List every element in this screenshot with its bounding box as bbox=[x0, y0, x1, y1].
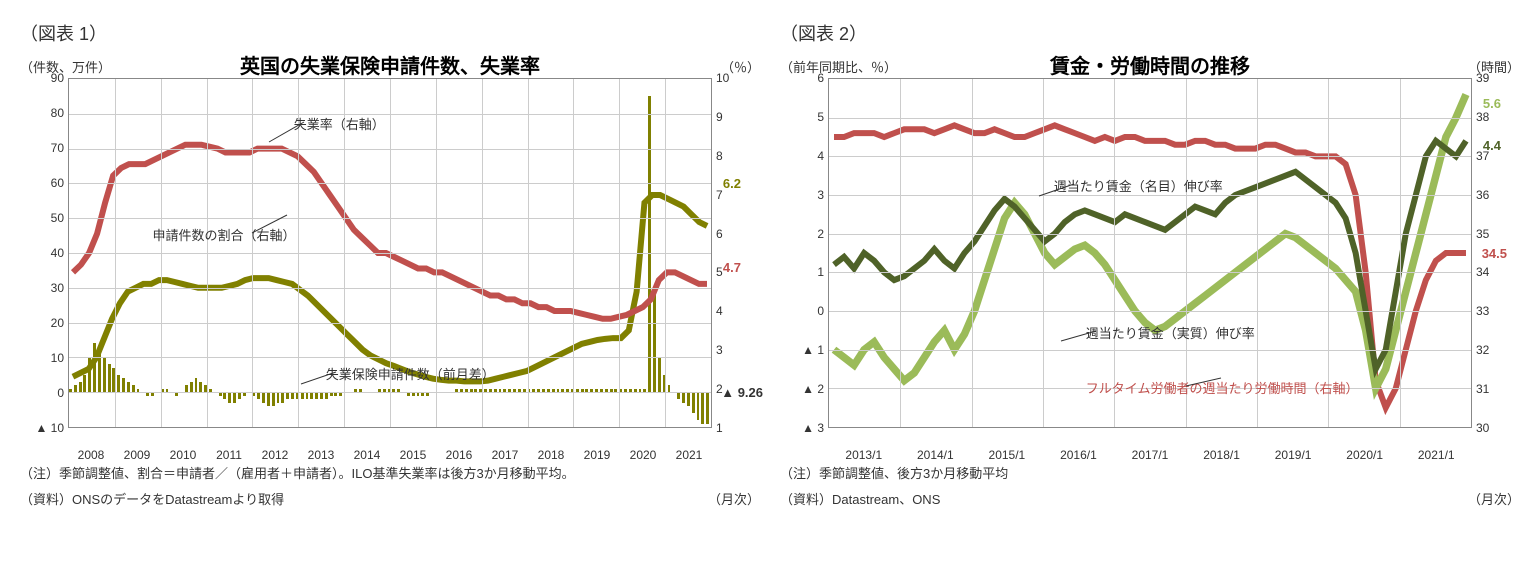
chart1-x-unit: （月次） bbox=[708, 490, 760, 510]
y-left-tick: ▲ 2 bbox=[780, 382, 824, 396]
y-right-tick: 34 bbox=[1476, 265, 1520, 279]
x-tick: 2009 bbox=[124, 448, 151, 462]
y-left-tick: 5 bbox=[780, 110, 824, 124]
annotation: フルタイム労働者の週当たり労働時間（右軸） bbox=[1086, 378, 1359, 397]
y-right-tick: 33 bbox=[1476, 304, 1520, 318]
y-left-tick: 20 bbox=[20, 316, 64, 330]
chart2-x-unit: （月次） bbox=[1468, 490, 1520, 510]
annotation: 失業保険申請件数（前月差） bbox=[326, 364, 495, 383]
x-tick: 2021/1 bbox=[1418, 448, 1455, 462]
chart1-panel: （図表 1） 英国の失業保険申請件数、失業率 （件数、万件） （％） 90807… bbox=[20, 20, 760, 509]
y-left-tick: 40 bbox=[20, 246, 64, 260]
x-tick: 2013 bbox=[308, 448, 335, 462]
y-left-tick: 70 bbox=[20, 141, 64, 155]
x-tick: 2016/1 bbox=[1060, 448, 1097, 462]
x-tick: 2021 bbox=[676, 448, 703, 462]
y-right-tick: 1 bbox=[716, 421, 760, 435]
y-right-tick: 35 bbox=[1476, 227, 1520, 241]
annotation: 週当たり賃金（実質）伸び率 bbox=[1086, 323, 1255, 342]
y-right-tick: 36 bbox=[1476, 188, 1520, 202]
x-tick: 2014/1 bbox=[917, 448, 954, 462]
end-label: 34.5 bbox=[1482, 246, 1507, 261]
y-right-tick: 39 bbox=[1476, 71, 1520, 85]
chart1-note1: （注）季節調整値、割合＝申請者／（雇用者＋申請者）。ILO基準失業率は後方3か月… bbox=[20, 464, 760, 484]
y-left-tick: 80 bbox=[20, 106, 64, 120]
chart2-plot-area: 6543210▲ 1▲ 2▲ 3 39383736353433323130 週当… bbox=[780, 78, 1520, 458]
chart1-fig-label: （図表 1） bbox=[20, 20, 760, 46]
x-tick: 2013/1 bbox=[845, 448, 882, 462]
x-tick: 2015 bbox=[400, 448, 427, 462]
y-left-tick: 4 bbox=[780, 149, 824, 163]
y-right-tick: 32 bbox=[1476, 343, 1520, 357]
x-tick: 2011 bbox=[216, 448, 242, 462]
y-left-tick: 90 bbox=[20, 71, 64, 85]
x-tick: 2018 bbox=[538, 448, 565, 462]
chart2-note1: （注）季節調整値、後方3か月移動平均 bbox=[780, 464, 1520, 484]
end-label: 4.7 bbox=[723, 260, 741, 275]
y-left-tick: 2 bbox=[780, 227, 824, 241]
annotation: 申請件数の割合（右軸） bbox=[152, 225, 295, 244]
end-label: 5.6 bbox=[1483, 96, 1501, 111]
x-tick: 2020 bbox=[630, 448, 657, 462]
annotation: 失業率（右軸） bbox=[294, 114, 385, 133]
end-label: ▲ 9.26 bbox=[721, 385, 763, 400]
chart2-fig-label: （図表 2） bbox=[780, 20, 1520, 46]
chart1-note2: （資料）ONSのデータをDatastreamより取得 bbox=[20, 490, 284, 510]
annotation: 週当たり賃金（名目）伸び率 bbox=[1054, 176, 1223, 195]
x-tick: 2017 bbox=[492, 448, 519, 462]
y-left-tick: 6 bbox=[780, 71, 824, 85]
x-tick: 2019/1 bbox=[1275, 448, 1312, 462]
y-left-tick: 3 bbox=[780, 188, 824, 202]
y-left-tick: 0 bbox=[780, 304, 824, 318]
x-tick: 2017/1 bbox=[1132, 448, 1169, 462]
x-tick: 2018/1 bbox=[1203, 448, 1240, 462]
end-label: 4.4 bbox=[1483, 138, 1501, 153]
y-right-tick: 31 bbox=[1476, 382, 1520, 396]
y-left-tick: 60 bbox=[20, 176, 64, 190]
x-tick: 2014 bbox=[354, 448, 381, 462]
chart1-plot-area: 9080706050403020100▲ 10 10987654321 失業率（… bbox=[20, 78, 760, 458]
y-left-tick: ▲ 10 bbox=[20, 421, 64, 435]
y-left-tick: 30 bbox=[20, 281, 64, 295]
y-right-tick: 30 bbox=[1476, 421, 1520, 435]
y-right-tick: 3 bbox=[716, 343, 760, 357]
y-right-tick: 6 bbox=[716, 227, 760, 241]
x-tick: 2020/1 bbox=[1346, 448, 1383, 462]
chart2-panel: （図表 2） 賃金・労働時間の推移 （前年同期比、％） （時間） 6543210… bbox=[780, 20, 1520, 509]
x-tick: 2010 bbox=[170, 448, 197, 462]
y-right-tick: 9 bbox=[716, 110, 760, 124]
x-tick: 2008 bbox=[78, 448, 105, 462]
y-right-tick: 8 bbox=[716, 149, 760, 163]
end-label: 6.2 bbox=[723, 176, 741, 191]
y-left-tick: 1 bbox=[780, 265, 824, 279]
y-right-tick: 38 bbox=[1476, 110, 1520, 124]
y-right-tick: 10 bbox=[716, 71, 760, 85]
y-left-tick: ▲ 3 bbox=[780, 421, 824, 435]
y-left-tick: 10 bbox=[20, 351, 64, 365]
y-left-tick: 50 bbox=[20, 211, 64, 225]
y-right-tick: 4 bbox=[716, 304, 760, 318]
chart2-note2: （資料）Datastream、ONS bbox=[780, 490, 940, 510]
x-tick: 2012 bbox=[262, 448, 289, 462]
y-left-tick: 0 bbox=[20, 386, 64, 400]
y-left-tick: ▲ 1 bbox=[780, 343, 824, 357]
x-tick: 2019 bbox=[584, 448, 611, 462]
x-tick: 2016 bbox=[446, 448, 473, 462]
x-tick: 2015/1 bbox=[989, 448, 1026, 462]
